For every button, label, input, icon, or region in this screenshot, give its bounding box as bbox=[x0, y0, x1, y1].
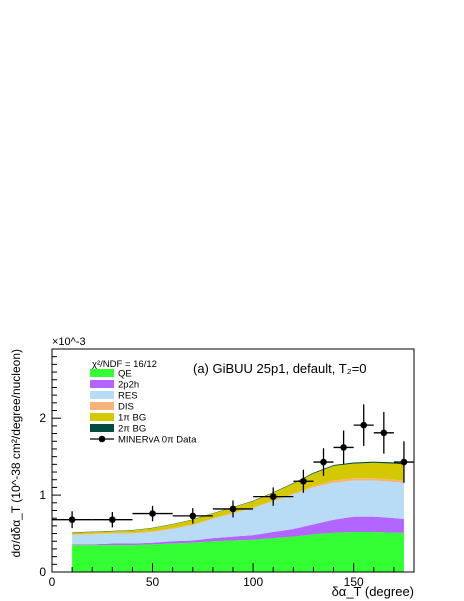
data-points bbox=[52, 404, 414, 529]
y-tick-label: 1 bbox=[39, 488, 46, 502]
legend-label: MINERvA 0π Data bbox=[118, 435, 197, 446]
x-tick-label: 150 bbox=[344, 575, 364, 589]
area-series-2 bbox=[72, 480, 404, 545]
chart-annotation: (a) GiBUU 25p1, default, T₂=0 bbox=[193, 361, 367, 376]
data-marker bbox=[229, 505, 237, 513]
legend-swatch bbox=[90, 413, 114, 421]
axis-ticks: 0 50 100 150 0 1 2 bbox=[39, 348, 395, 589]
data-point bbox=[393, 441, 414, 483]
data-point bbox=[132, 505, 173, 522]
x-axis-label: δα_T (degree) bbox=[332, 584, 414, 599]
x-tick-label: 0 bbox=[49, 575, 56, 589]
legend-label: DIS bbox=[118, 402, 134, 413]
legend-swatch bbox=[90, 402, 114, 410]
legend-data-marker bbox=[98, 435, 106, 443]
data-marker bbox=[360, 421, 368, 429]
data-marker bbox=[68, 516, 76, 524]
data-marker bbox=[380, 429, 388, 437]
y-axis-label: dσ/dδα_T (10^-38 cm²/degree/nucleon) bbox=[9, 349, 23, 558]
data-point bbox=[313, 448, 334, 476]
data-marker bbox=[300, 477, 307, 485]
data-marker bbox=[340, 444, 347, 451]
data-point bbox=[172, 508, 213, 524]
legend-swatch bbox=[90, 369, 114, 377]
data-marker bbox=[109, 516, 116, 524]
data-marker bbox=[189, 512, 197, 520]
data-point bbox=[92, 512, 133, 528]
stacked-areas bbox=[72, 461, 404, 572]
legend-label: 2p2h bbox=[118, 380, 139, 391]
chi2-label: χ²/NDF = 16/12 bbox=[92, 359, 157, 370]
area-series-1 bbox=[72, 516, 404, 546]
y-multiplier: ×10^-3 bbox=[52, 336, 86, 348]
legend-label: QE bbox=[118, 369, 132, 380]
y-tick-label: 2 bbox=[39, 411, 46, 425]
legend-label: 1π BG bbox=[118, 413, 146, 424]
data-point bbox=[373, 412, 394, 454]
area-series-4 bbox=[72, 462, 404, 535]
data-point bbox=[52, 511, 93, 529]
legend-swatch bbox=[90, 391, 114, 399]
data-point bbox=[353, 404, 374, 446]
data-marker bbox=[269, 493, 277, 500]
data-point bbox=[212, 500, 254, 518]
x-tick-label: 50 bbox=[146, 575, 160, 589]
legend-swatch bbox=[90, 380, 114, 388]
data-point bbox=[333, 430, 354, 465]
y-tick-label: 0 bbox=[39, 565, 46, 579]
data-point bbox=[253, 487, 294, 506]
data-marker bbox=[320, 458, 327, 466]
data-marker bbox=[400, 458, 408, 466]
area-series-0 bbox=[72, 532, 404, 572]
legend-swatch bbox=[90, 424, 114, 432]
legend-label: RES bbox=[118, 391, 138, 402]
data-point bbox=[293, 469, 314, 493]
x-tick-label: 100 bbox=[243, 575, 263, 589]
data-marker bbox=[149, 510, 156, 517]
legend-label: 2π BG bbox=[118, 424, 146, 435]
